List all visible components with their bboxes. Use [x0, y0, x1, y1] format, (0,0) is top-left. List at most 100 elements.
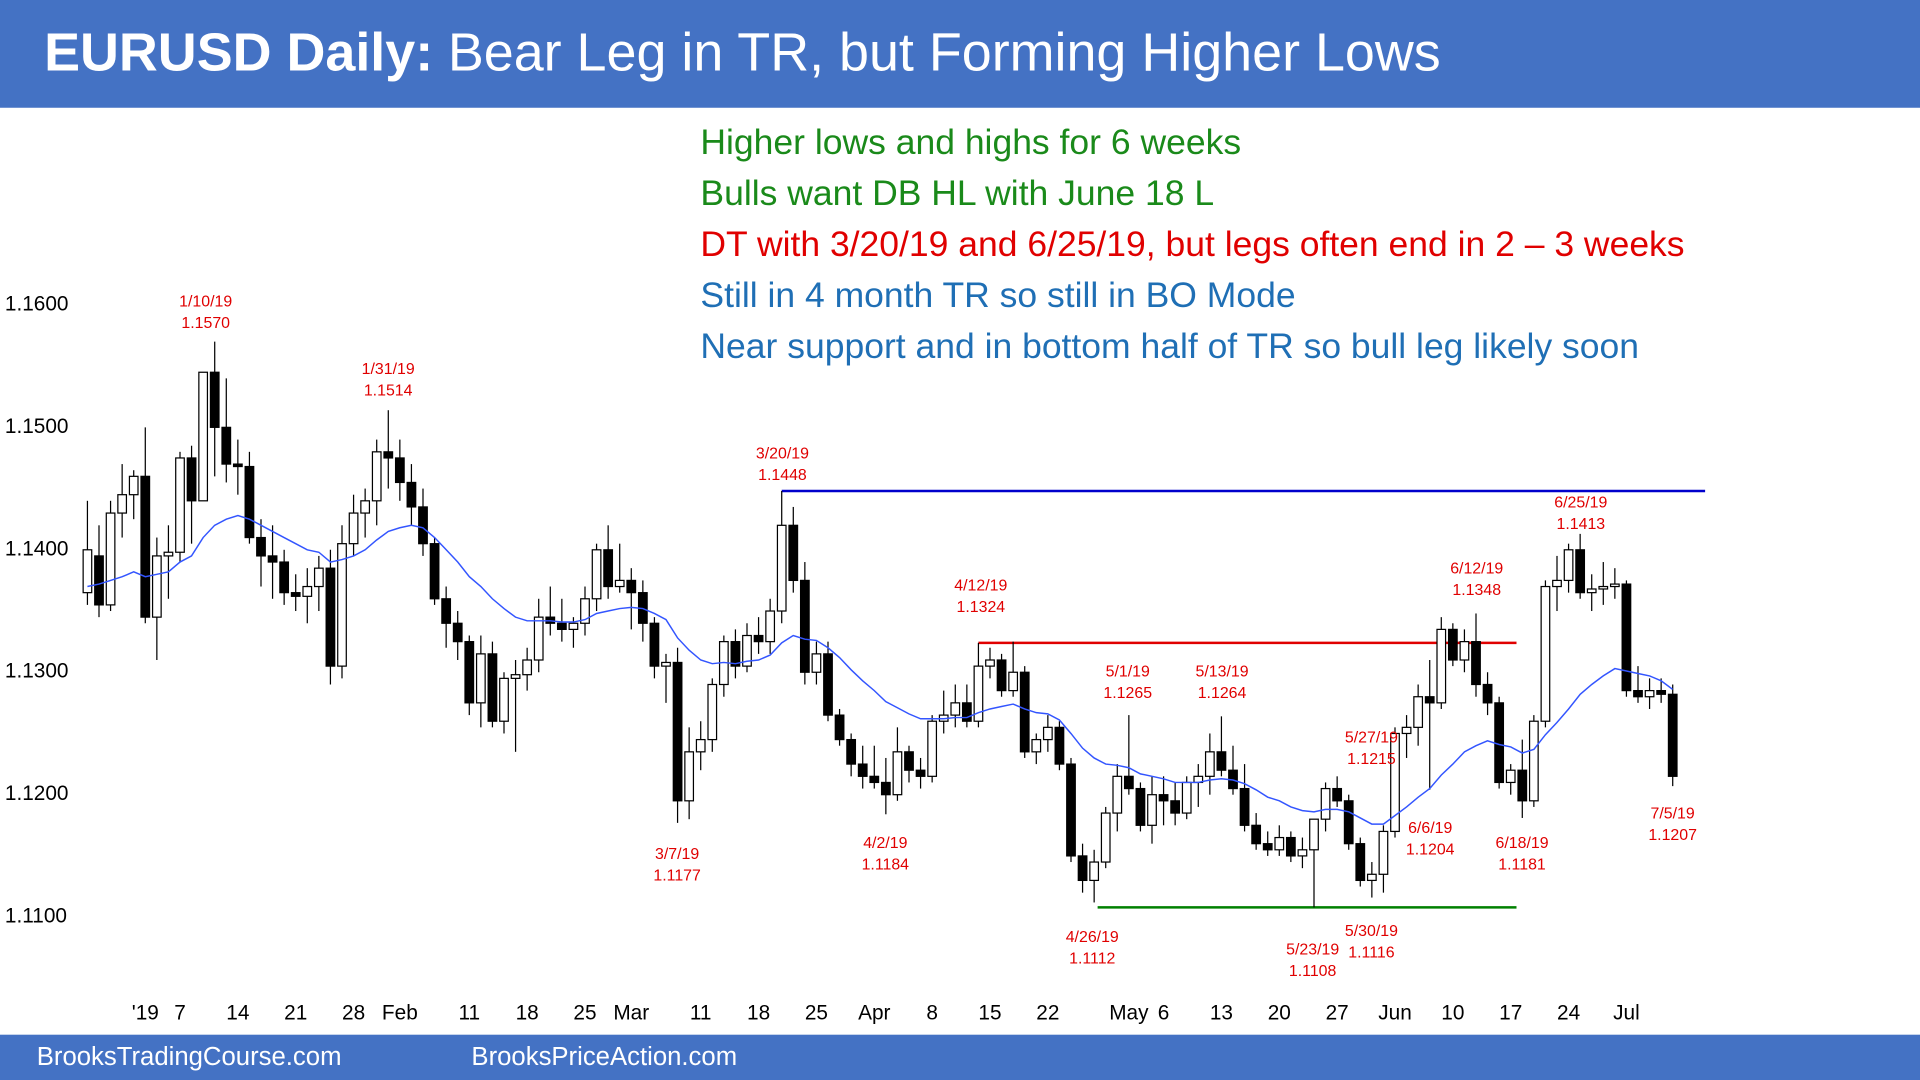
candle-body	[464, 641, 475, 704]
candle-body	[429, 543, 440, 600]
y-tick-label: 1.1500	[5, 415, 69, 438]
annotation-date: 1/31/19	[362, 361, 415, 378]
candle-body	[1100, 812, 1111, 863]
candle-body	[1309, 818, 1319, 851]
candle-body	[1390, 732, 1400, 833]
candle-body	[823, 653, 833, 716]
x-tick-label: 11	[690, 1001, 712, 1024]
x-tick-label: 28	[342, 1001, 365, 1024]
candle-body	[1482, 683, 1493, 704]
annotation-price: 1.1116	[1348, 944, 1394, 961]
x-tick-label: 8	[926, 1001, 938, 1024]
candle-body	[522, 659, 533, 676]
candle-body	[82, 549, 93, 594]
x-tick-label: 22	[1036, 1001, 1059, 1024]
candle-body	[765, 610, 776, 643]
candle-body	[591, 549, 602, 600]
candle-body	[1528, 720, 1539, 802]
candle-body	[406, 481, 417, 508]
x-tick-label: 17	[1499, 1001, 1522, 1024]
candle-body	[1413, 696, 1424, 728]
candle-body	[487, 653, 498, 722]
candle-body	[1204, 751, 1215, 777]
annotation-price: 1.1177	[653, 867, 701, 884]
x-tick-label: '19	[132, 1001, 159, 1024]
candle-body	[510, 674, 521, 679]
candle-body	[1540, 585, 1551, 722]
candle-body	[753, 634, 764, 643]
candle-body	[661, 661, 671, 667]
candle-body	[672, 661, 683, 802]
candle-body	[904, 751, 914, 771]
annotation-price: 1.1112	[1069, 951, 1115, 968]
candle-body	[1251, 824, 1262, 845]
candle-body	[198, 371, 209, 502]
candle-body	[1123, 775, 1134, 790]
candle-body	[290, 592, 301, 597]
candle-body	[857, 763, 868, 777]
candle-body	[892, 751, 903, 796]
candle-body	[313, 567, 324, 588]
candle-body	[626, 579, 637, 594]
candle-body	[267, 555, 278, 563]
candle-body	[799, 579, 810, 673]
candle-body	[996, 659, 1007, 692]
candle-body	[1135, 787, 1146, 826]
candle-body	[1401, 726, 1412, 735]
candle-body	[1471, 641, 1481, 686]
candle-body	[140, 475, 151, 618]
candle-body	[1054, 726, 1065, 765]
candle-body	[1343, 800, 1354, 845]
candle-body	[244, 465, 255, 539]
candle-body	[441, 598, 452, 624]
candle-body	[961, 702, 972, 722]
candle-body	[383, 451, 394, 459]
candle-body	[1297, 849, 1308, 857]
x-tick-label: Jul	[1613, 1001, 1640, 1024]
x-tick-label: 15	[978, 1001, 1001, 1024]
y-tick-label: 1.1300	[5, 660, 69, 683]
candle-body	[684, 751, 695, 802]
candle-body	[1008, 671, 1019, 692]
candle-body	[1494, 702, 1505, 784]
candle-body	[614, 579, 625, 588]
annotation-date: 5/23/19	[1286, 941, 1339, 958]
candle-body	[325, 567, 336, 667]
candle-body	[418, 506, 428, 545]
candle-body	[256, 536, 266, 557]
x-tick-label: May	[1109, 1001, 1149, 1024]
candle-body	[186, 457, 197, 502]
y-tick-label: 1.1100	[5, 905, 67, 928]
annotation-date: 5/1/19	[1106, 663, 1150, 680]
annotation-date: 3/7/19	[655, 846, 699, 863]
candle-body	[1239, 787, 1250, 826]
candle-body	[1505, 769, 1516, 784]
x-tick-label: Apr	[858, 1001, 890, 1024]
note: Near support and in bottom half of TR so…	[700, 326, 1639, 366]
annotation-price: 1.1448	[758, 467, 807, 484]
y-tick-label: 1.1200	[5, 782, 69, 805]
candle-body	[1355, 843, 1366, 882]
annotation-date: 3/20/19	[756, 445, 809, 462]
candle-body	[580, 598, 590, 624]
annotation-date: 5/13/19	[1196, 663, 1249, 680]
candle-body	[348, 512, 359, 545]
candle-body	[499, 677, 509, 722]
candle-body	[695, 738, 706, 753]
candle-body	[1320, 787, 1331, 820]
candle-body	[1019, 671, 1030, 753]
x-tick-label: 6	[1158, 1001, 1170, 1024]
candle-body	[1609, 583, 1620, 588]
candle-body	[973, 665, 984, 722]
candle-body	[1621, 583, 1632, 692]
annotation-date: 6/6/19	[1408, 820, 1452, 837]
annotation-date: 7/5/19	[1651, 805, 1695, 822]
annotation-price: 1.1324	[956, 599, 1005, 616]
annotation-price: 1.1265	[1103, 685, 1152, 702]
annotation-price: 1.1413	[1556, 516, 1605, 533]
candle-body	[1459, 641, 1470, 661]
moving-average	[87, 514, 1674, 825]
annotation-price: 1.1348	[1452, 582, 1501, 599]
x-tick-label: 10	[1441, 1001, 1464, 1024]
candle-body	[163, 551, 174, 557]
